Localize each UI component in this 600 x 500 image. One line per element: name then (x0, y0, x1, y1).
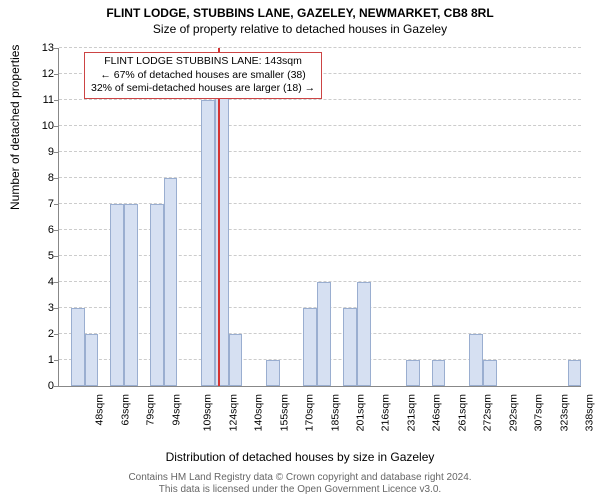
x-tick: 79sqm (145, 394, 157, 426)
chart-title-2: Size of property relative to detached ho… (0, 20, 600, 36)
bar (343, 308, 357, 386)
x-ticks: 48sqm 63sqm 79sqm 94sqm 109sqm 124sqm 140sqm 15… (58, 388, 580, 448)
y-tick: 4 (38, 276, 54, 288)
x-tick: 170sqm (303, 394, 315, 431)
y-tick: 3 (38, 302, 54, 314)
chart-container: FLINT LODGE, STUBBINS LANE, GAZELEY, NEW… (0, 0, 600, 500)
bar (266, 360, 280, 386)
bar (568, 360, 582, 386)
x-tick: 155sqm (278, 394, 290, 431)
bar (406, 360, 420, 386)
y-tick: 11 (38, 94, 54, 106)
y-tick: 6 (38, 224, 54, 236)
x-tick: 48sqm (94, 394, 106, 426)
x-tick: 323sqm (558, 394, 570, 431)
x-tick: 201sqm (354, 394, 366, 431)
x-tick: 261sqm (456, 394, 468, 431)
bar (317, 282, 331, 386)
y-tick: 7 (38, 198, 54, 210)
footer-line2: This data is licensed under the Open Gov… (0, 484, 600, 496)
bar (303, 308, 317, 386)
footer-line1: Contains HM Land Registry data © Crown c… (0, 472, 600, 484)
x-axis-label: Distribution of detached houses by size … (0, 450, 600, 464)
annotation-line2: ← 67% of detached houses are smaller (38… (91, 69, 315, 83)
bar (164, 178, 178, 386)
annotation-box: FLINT LODGE STUBBINS LANE: 143sqm ← 67% … (84, 52, 322, 99)
x-tick: 63sqm (119, 394, 131, 426)
bar (469, 334, 483, 386)
y-tick: 0 (38, 380, 54, 392)
y-tick: 10 (38, 120, 54, 132)
x-tick: 109sqm (202, 394, 214, 431)
y-tick: 12 (38, 68, 54, 80)
bar (150, 204, 164, 386)
annotation-line3: 32% of semi-detached houses are larger (… (91, 82, 315, 96)
x-tick: 246sqm (431, 394, 443, 431)
x-tick: 338sqm (584, 394, 596, 431)
bar (483, 360, 497, 386)
y-axis-label: Number of detached properties (8, 45, 22, 210)
y-tick: 13 (38, 42, 54, 54)
bar (201, 100, 215, 386)
bar (432, 360, 446, 386)
bar (357, 282, 371, 386)
bar (215, 74, 229, 386)
bar (229, 334, 243, 386)
x-tick: 307sqm (533, 394, 545, 431)
y-tick: 2 (38, 328, 54, 340)
footer: Contains HM Land Registry data © Crown c… (0, 472, 600, 496)
x-tick: 124sqm (227, 394, 239, 431)
bar (71, 308, 85, 386)
bar (124, 204, 138, 386)
x-tick: 216sqm (380, 394, 392, 431)
y-tick: 9 (38, 146, 54, 158)
y-tick: 5 (38, 250, 54, 262)
bar (85, 334, 99, 386)
x-tick: 185sqm (329, 394, 341, 431)
bar (110, 204, 124, 386)
x-tick: 140sqm (253, 394, 265, 431)
y-tick: 1 (38, 354, 54, 366)
chart-title-1: FLINT LODGE, STUBBINS LANE, GAZELEY, NEW… (0, 0, 600, 20)
x-tick: 292sqm (507, 394, 519, 431)
annotation-line1: FLINT LODGE STUBBINS LANE: 143sqm (91, 55, 315, 69)
x-tick: 94sqm (170, 394, 182, 426)
x-tick: 272sqm (482, 394, 494, 431)
y-tick: 8 (38, 172, 54, 184)
x-tick: 231sqm (405, 394, 417, 431)
